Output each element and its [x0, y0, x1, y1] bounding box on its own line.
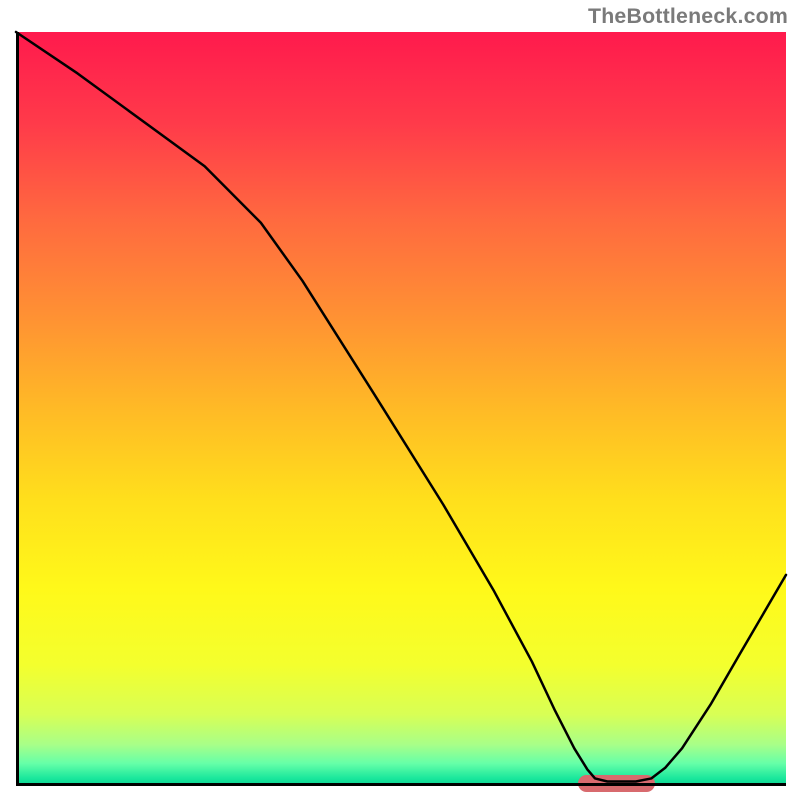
bottleneck-curve	[16, 32, 786, 781]
plot-area	[16, 32, 786, 786]
chart-container: TheBottleneck.com	[0, 0, 800, 800]
curve-layer	[16, 32, 786, 786]
watermark-text: TheBottleneck.com	[588, 4, 788, 29]
